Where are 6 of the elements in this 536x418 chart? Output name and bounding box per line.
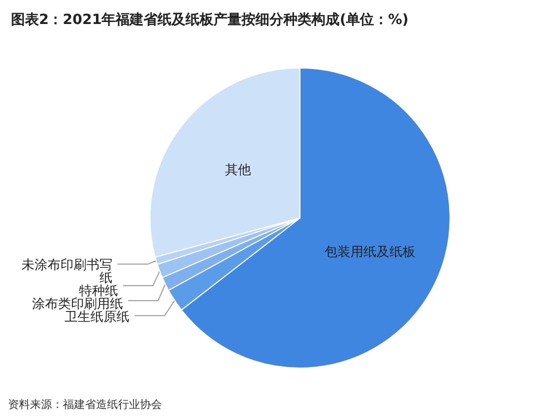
slice-label: 其他 xyxy=(225,163,252,178)
chart-title: 图表2：2021年福建省纸及纸板产量按细分种类构成(单位：%) xyxy=(11,11,409,28)
text: 资料来源：福建省造纸行业协会 xyxy=(8,398,162,411)
slice-label: 卫生纸原纸 xyxy=(64,310,130,325)
slice-label: 包装用纸及纸板 xyxy=(324,244,416,260)
slice-label: 特种纸 xyxy=(78,284,118,299)
